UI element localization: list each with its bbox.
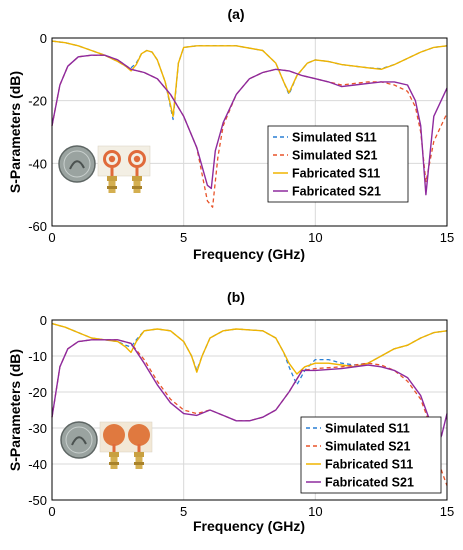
panel-b-x-axis-label: Frequency (GHz) bbox=[193, 518, 305, 534]
y-tick-label: -20 bbox=[28, 94, 47, 109]
antenna-board-icon bbox=[99, 421, 153, 469]
series-line-simulated-s11 bbox=[51, 322, 448, 386]
panel-b-plot-frame bbox=[51, 319, 448, 501]
series-line-simulated-s11 bbox=[51, 40, 448, 121]
x-tick-label: 0 bbox=[48, 230, 55, 245]
antenna-photo bbox=[58, 145, 151, 193]
legend-entry: Fabricated S21 bbox=[292, 185, 381, 199]
y-tick-label: -60 bbox=[28, 219, 47, 234]
series-line-fabricated-s11 bbox=[51, 322, 448, 375]
legend-entry: Fabricated S11 bbox=[292, 167, 380, 181]
coin-icon bbox=[60, 421, 98, 459]
series-line-fabricated-s21 bbox=[51, 339, 448, 447]
antenna-photo bbox=[60, 421, 153, 469]
y-tick-label: -40 bbox=[28, 156, 47, 171]
x-tick-label: 10 bbox=[308, 504, 322, 519]
panel-b-label: (b) bbox=[227, 289, 245, 305]
antenna-board-icon bbox=[97, 145, 151, 193]
panel-a-plot-frame bbox=[51, 37, 448, 227]
y-tick-label: -50 bbox=[28, 493, 47, 508]
x-tick-label: 5 bbox=[180, 230, 187, 245]
y-tick-label: 0 bbox=[40, 31, 47, 46]
y-tick-label: -30 bbox=[28, 421, 47, 436]
coin-icon bbox=[58, 145, 96, 183]
y-tick-label: 0 bbox=[40, 313, 47, 328]
x-tick-label: 10 bbox=[308, 230, 322, 245]
legend-box bbox=[267, 125, 409, 203]
panel-a-tick-labels: 0 5 10 15 0 -20 -40 -60 bbox=[28, 31, 454, 245]
panel-a-legend: Simulated S11 Simulated S21 Fabricated S11… bbox=[267, 125, 409, 203]
y-tick-label: -20 bbox=[28, 385, 47, 400]
panel-b-series bbox=[51, 322, 448, 486]
x-tick-label: 15 bbox=[440, 230, 454, 245]
panel-b-y-axis-label: S-Parameters (dB) bbox=[7, 349, 23, 471]
legend-entry: Simulated S21 bbox=[325, 440, 410, 454]
panel-b-legend: Simulated S11 Simulated S21 Fabricated S11… bbox=[300, 416, 442, 494]
legend-entry: Simulated S11 bbox=[292, 131, 377, 145]
panel-a: (a) 0 5 10 15 0 -20 -40 -60 Frequency (GHz) S-P… bbox=[7, 6, 454, 262]
panel-a-x-axis-label: Frequency (GHz) bbox=[193, 246, 305, 262]
legend-entry: Simulated S11 bbox=[325, 422, 410, 436]
panel-a-series bbox=[51, 40, 448, 208]
series-line-fabricated-s21 bbox=[51, 54, 448, 196]
y-tick-label: -40 bbox=[28, 457, 47, 472]
y-tick-label: -10 bbox=[28, 349, 47, 364]
legend-entry: Fabricated S21 bbox=[325, 476, 414, 490]
panel-a-label: (a) bbox=[227, 6, 244, 22]
x-tick-label: 0 bbox=[48, 504, 55, 519]
panel-a-y-axis-label: S-Parameters (dB) bbox=[7, 71, 23, 193]
panel-b-tick-labels: 0 5 10 15 0 -10 -20 -30 -40 -50 bbox=[28, 313, 454, 519]
panel-b: (b) 0 5 10 15 0 -10 -20 -30 -40 -50 Frequency (GH… bbox=[7, 289, 454, 534]
x-tick-label: 15 bbox=[440, 504, 454, 519]
x-tick-label: 5 bbox=[180, 504, 187, 519]
legend-entry: Simulated S21 bbox=[292, 149, 377, 163]
legend-box bbox=[300, 416, 442, 494]
legend-entry: Fabricated S11 bbox=[325, 458, 413, 472]
